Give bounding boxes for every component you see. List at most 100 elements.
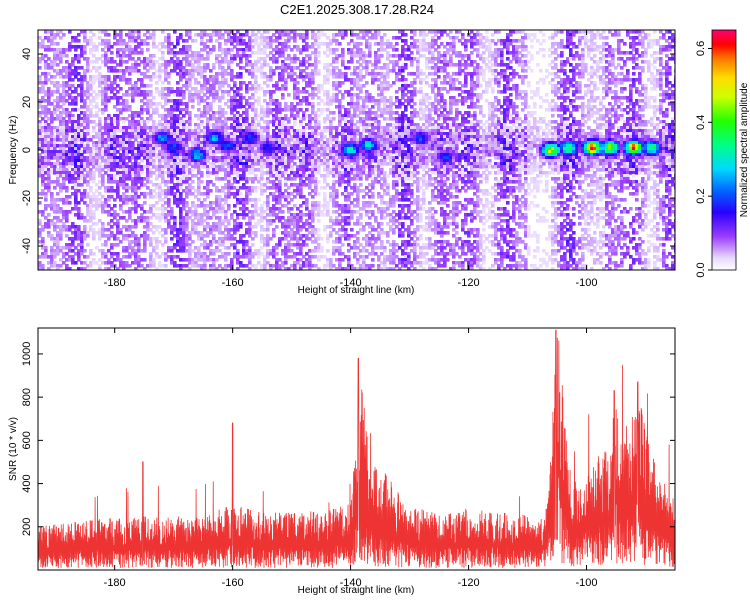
spectrogram-cell	[92, 114, 96, 118]
spectrogram-cell	[59, 231, 63, 235]
spectrogram-cell	[182, 237, 186, 241]
spectrogram-cell	[248, 189, 252, 193]
spectrogram-cell	[182, 66, 186, 70]
spectrogram-cell	[212, 141, 216, 145]
spectrogram-cell	[227, 159, 231, 163]
spectrogram-cell	[263, 114, 267, 118]
spectrogram-cell	[242, 240, 246, 244]
spectrogram-cell	[56, 90, 60, 94]
spectrogram-cell	[173, 186, 177, 190]
spectrogram-cell	[203, 30, 207, 34]
spectrogram-cell	[113, 66, 117, 70]
spectrogram-cell	[170, 69, 174, 73]
spectrogram-cell	[146, 102, 150, 106]
spectrogram-cell	[152, 36, 156, 40]
spectrogram-cell	[119, 228, 123, 232]
spectrogram-cell	[143, 90, 147, 94]
spectrogram-cell	[230, 117, 234, 121]
spectrogram-cell	[134, 36, 138, 40]
spectrogram-cell	[182, 171, 186, 175]
spectrogram-cell	[266, 261, 270, 265]
spectrogram-cell	[59, 249, 63, 253]
spectrogram-cell	[149, 153, 153, 157]
spectrogram-cell	[251, 108, 255, 112]
spectrogram-cell	[191, 51, 195, 55]
spectrogram-cell	[236, 99, 240, 103]
spectrogram-cell	[113, 189, 117, 193]
spectrogram-cell	[242, 96, 246, 100]
spectrogram-cell	[170, 165, 174, 169]
spectrogram-cell	[254, 234, 258, 238]
spectrogram-cell	[260, 168, 264, 172]
spectrogram-cell	[275, 216, 279, 220]
spectrogram-cell	[77, 210, 81, 214]
spectrogram-cell	[203, 240, 207, 244]
spectrogram-cell	[257, 135, 261, 139]
spectrogram-cell	[272, 129, 276, 133]
spectrogram-cell	[260, 147, 264, 151]
spectrogram-cell	[263, 81, 267, 85]
spectrogram-cell	[155, 105, 159, 109]
spectrogram-cell	[122, 192, 126, 196]
spectrogram-cell	[266, 255, 270, 259]
spectrogram-cell	[200, 141, 204, 145]
spectrogram-cell	[68, 129, 72, 133]
spectrogram-cell	[230, 243, 234, 247]
spectrogram-cell	[95, 132, 99, 136]
spectrogram-cell	[170, 108, 174, 112]
spectrogram-cell	[125, 168, 129, 172]
spectrogram-cell	[149, 255, 153, 259]
spectrogram-cell	[167, 180, 171, 184]
spectrogram-cell	[263, 120, 267, 124]
spectrogram-cell	[194, 87, 198, 91]
spectrogram-cell	[65, 123, 69, 127]
spectrogram-cell	[227, 48, 231, 52]
spectrogram-cell	[122, 126, 126, 130]
spectrogram-cell	[101, 30, 105, 34]
spectrogram-cell	[242, 108, 246, 112]
spectrogram-cell	[221, 186, 225, 190]
spectrogram-cell	[83, 138, 87, 142]
spectrogram-cell	[74, 69, 78, 73]
spectrogram-cell	[263, 162, 267, 166]
spectrogram-cell	[230, 159, 234, 163]
spectrogram-cell	[59, 132, 63, 136]
spectrogram-cell	[227, 237, 231, 241]
spectrogram-cell	[50, 33, 54, 37]
spectrogram-cell	[128, 159, 132, 163]
spectrogram-cell	[242, 207, 246, 211]
spectrogram-cell	[146, 48, 150, 52]
spectrogram-cell	[53, 180, 57, 184]
spectrogram-cell	[83, 30, 87, 34]
spectrogram-cell	[173, 264, 177, 268]
spectrogram-cell	[98, 162, 102, 166]
spectrogram-cell	[125, 264, 129, 268]
spectrogram-cell	[224, 252, 228, 256]
spectrogram-cell	[47, 177, 51, 181]
spectrogram-cell	[158, 189, 162, 193]
spectrogram-cell	[230, 87, 234, 91]
spectrogram-cell	[38, 219, 42, 223]
spectrogram-cell	[212, 201, 216, 205]
spectrogram-cell	[203, 156, 207, 160]
spectrogram-cell	[83, 33, 87, 37]
spectrogram-cell	[74, 138, 78, 142]
spectrogram-cell	[245, 153, 249, 157]
spectrogram-cell	[113, 75, 117, 79]
spectrogram-cell	[149, 90, 153, 94]
spectrogram-cell	[278, 78, 282, 82]
spectrogram-cell	[140, 117, 144, 121]
spectrogram-cell	[248, 54, 252, 58]
spectrogram-cell	[116, 135, 120, 139]
spectrogram-cell	[167, 75, 171, 79]
spectrogram-cell	[59, 258, 63, 262]
spectrogram-cell	[83, 174, 87, 178]
spectrogram-cell	[65, 66, 69, 70]
spectrogram-cell	[56, 219, 60, 223]
spectrogram-cell	[266, 228, 270, 232]
spectrogram-cell	[116, 213, 120, 217]
spectrogram-cell	[71, 45, 75, 49]
spectrogram-cell	[71, 162, 75, 166]
spectrogram-cell	[101, 141, 105, 145]
spectrogram-cell	[158, 159, 162, 163]
